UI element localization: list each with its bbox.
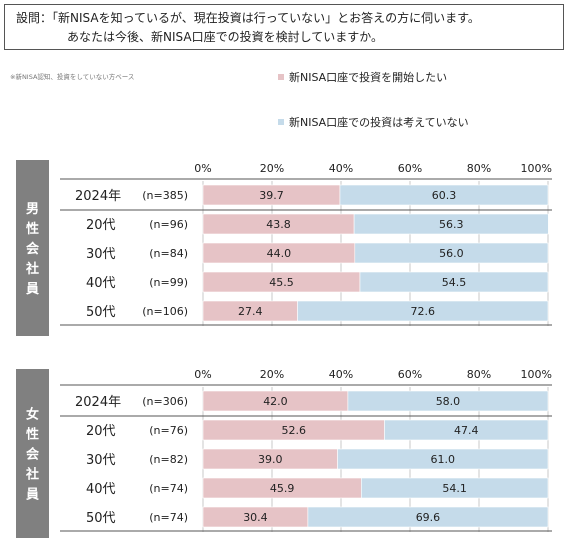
category-label: 40代 — [86, 482, 116, 497]
bar-not — [354, 242, 549, 264]
category-label: 20代 — [86, 218, 116, 233]
data-label: 45.5 — [269, 276, 294, 289]
group-label-char: 性 — [26, 221, 39, 237]
question-line-2: あなたは今後、新NISA口座での投資を検討していますか。 — [67, 30, 383, 44]
x-tick-label: 0% — [194, 162, 211, 175]
data-label: 60.3 — [432, 189, 457, 202]
n-label: (n=106) — [142, 305, 188, 318]
n-label: (n=385) — [142, 189, 188, 202]
category-label: 20代 — [86, 424, 116, 439]
data-label: 61.0 — [431, 453, 456, 466]
group-label-char: 員 — [25, 488, 39, 503]
group-label-char: 員 — [25, 282, 39, 297]
n-label: (n=84) — [149, 247, 188, 260]
question-box: 設問：「新NISAを知っているが、現在投資は行っていない」とお答えの方に伺います… — [4, 4, 564, 50]
x-tick-label: 60% — [398, 162, 422, 175]
group-label-char: 会 — [26, 241, 40, 257]
n-label: (n=74) — [149, 482, 188, 495]
data-label: 54.5 — [442, 276, 467, 289]
x-tick-label: 0% — [194, 368, 211, 381]
data-label: 56.0 — [439, 247, 464, 260]
n-label: (n=74) — [149, 511, 188, 524]
bar-not — [359, 271, 549, 293]
legend-label-start: 新NISA口座で投資を開始したい — [289, 71, 448, 84]
bar-not — [297, 300, 549, 322]
category-label: 40代 — [86, 276, 116, 291]
bar-not — [337, 448, 549, 470]
category-label: 30代 — [86, 453, 116, 468]
group-label-band — [16, 160, 49, 336]
category-label: 2024年 — [75, 395, 121, 410]
group-label-char: 社 — [25, 261, 39, 277]
x-tick-label: 40% — [329, 162, 353, 175]
x-tick-label: 80% — [467, 368, 491, 381]
category-label: 50代 — [86, 305, 116, 320]
data-label: 42.0 — [263, 395, 288, 408]
data-label: 69.6 — [416, 511, 441, 524]
category-label: 50代 — [86, 511, 116, 526]
n-label: (n=82) — [149, 453, 188, 466]
n-label: (n=306) — [142, 395, 188, 408]
group-label-char: 性 — [26, 427, 39, 443]
legend-swatch-start — [278, 74, 284, 80]
bar-not — [307, 506, 549, 528]
bar-not — [339, 184, 549, 206]
group-label-char: 男 — [26, 202, 39, 217]
category-label: 2024年 — [75, 189, 121, 204]
bar-not — [347, 390, 549, 412]
x-tick-label: 20% — [260, 368, 284, 381]
x-tick-label: 20% — [260, 162, 284, 175]
data-label: 58.0 — [436, 395, 461, 408]
x-tick-label: 60% — [398, 368, 422, 381]
x-tick-label: 40% — [329, 368, 353, 381]
legend-label-not: 新NISA口座での投資は考えていない — [289, 116, 469, 129]
data-label: 39.0 — [258, 453, 283, 466]
data-label: 47.4 — [454, 424, 479, 437]
n-label: (n=99) — [149, 276, 188, 289]
category-label: 30代 — [86, 247, 116, 262]
bar-not — [353, 213, 549, 235]
group-label-char: 社 — [25, 467, 39, 483]
n-label: (n=76) — [149, 424, 188, 437]
x-tick-label: 100% — [521, 162, 552, 175]
bar-not — [361, 477, 549, 499]
x-tick-label: 100% — [521, 368, 552, 381]
data-label: 44.0 — [267, 247, 292, 260]
data-label: 27.4 — [238, 305, 263, 318]
group-label-char: 女 — [26, 407, 39, 423]
bar-not — [384, 419, 549, 441]
data-label: 30.4 — [243, 511, 268, 524]
legend-item-not: 新NISA口座での投資は考えていない — [278, 114, 469, 130]
x-tick-label: 80% — [467, 162, 491, 175]
data-label: 54.1 — [442, 482, 467, 495]
group-label-char: 会 — [26, 447, 40, 463]
data-label: 72.6 — [411, 305, 436, 318]
legend-swatch-not — [278, 119, 284, 125]
data-label: 39.7 — [259, 189, 284, 202]
question-line-1: 設問：「新NISAを知っているが、現在投資は行っていない」とお答えの方に伺います… — [16, 11, 480, 25]
base-note: ※新NISA認知、投資をしていない方ベース — [10, 73, 135, 81]
data-label: 45.9 — [270, 482, 295, 495]
legend-item-start: 新NISA口座で投資を開始したい — [278, 69, 447, 85]
data-label: 52.6 — [281, 424, 306, 437]
data-label: 43.8 — [266, 218, 291, 231]
n-label: (n=96) — [149, 218, 188, 231]
data-label: 56.3 — [439, 218, 464, 231]
group-label-band — [16, 369, 49, 538]
